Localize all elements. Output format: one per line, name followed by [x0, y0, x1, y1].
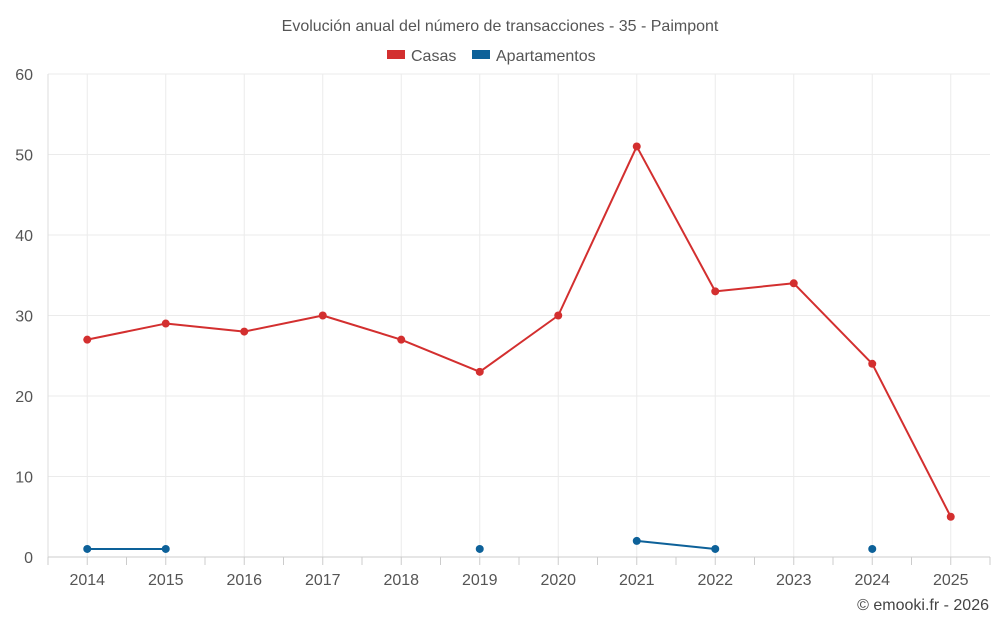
legend-item-apartamentos[interactable]: Apartamentos: [472, 48, 596, 65]
series-layer: [83, 142, 955, 553]
y-tick-label-10: 10: [15, 470, 33, 487]
point-casas-2021[interactable]: [632, 142, 641, 151]
point-apartamentos-2015[interactable]: [161, 544, 170, 553]
x-tick-label-2015: 2015: [148, 572, 184, 589]
point-casas-2020[interactable]: [554, 311, 563, 320]
point-casas-2022[interactable]: [711, 287, 720, 296]
grid: [48, 73, 990, 557]
legend-swatch-casas: [387, 50, 405, 59]
credit-text: © emooki.fr - 2026: [857, 597, 989, 614]
point-apartamentos-2024[interactable]: [868, 544, 877, 553]
point-casas-2018[interactable]: [397, 335, 406, 344]
point-casas-2015[interactable]: [161, 319, 170, 328]
x-tick-label-2023: 2023: [776, 572, 812, 589]
point-casas-2014[interactable]: [83, 335, 92, 344]
x-tick-label-2017: 2017: [305, 572, 341, 589]
x-tick-label-2018: 2018: [383, 572, 419, 589]
series-line-casas: [86, 145, 952, 518]
point-casas-2023[interactable]: [789, 279, 798, 288]
x-axis-ticks: 2014 2015 2016 2017 2018 2019 2020 2021 2022 2023…: [47, 557, 991, 589]
y-tick-label-40: 40: [15, 228, 33, 245]
chart-title: Evolución anual del número de transaccio…: [282, 18, 719, 35]
point-apartamentos-2022[interactable]: [711, 544, 720, 553]
point-casas-2019[interactable]: [475, 367, 484, 376]
point-casas-2016[interactable]: [240, 327, 249, 336]
series-line-apartamentos: [635, 539, 717, 550]
x-tick-label-2014: 2014: [69, 572, 105, 589]
y-axis-ticks: 0 10 20 30 40 50 60: [15, 67, 33, 567]
x-tick-label-2019: 2019: [462, 572, 498, 589]
y-tick-label-60: 60: [15, 67, 33, 84]
y-tick-label-0: 0: [24, 550, 33, 567]
point-apartamentos-2021[interactable]: [632, 536, 641, 545]
y-tick-label-30: 30: [15, 309, 33, 326]
x-tick-label-2016: 2016: [226, 572, 262, 589]
x-tick-label-2025: 2025: [933, 572, 969, 589]
point-casas-2025[interactable]: [946, 512, 955, 521]
x-tick-label-2024: 2024: [854, 572, 890, 589]
legend: Casas Apartamentos: [387, 48, 596, 65]
legend-item-casas[interactable]: Casas: [387, 48, 456, 65]
y-tick-label-50: 50: [15, 148, 33, 165]
legend-label-casas: Casas: [411, 48, 456, 65]
point-apartamentos-2019[interactable]: [475, 544, 484, 553]
legend-label-apartamentos: Apartamentos: [496, 48, 596, 65]
y-tick-label-20: 20: [15, 389, 33, 406]
x-tick-label-2022: 2022: [697, 572, 733, 589]
point-casas-2024[interactable]: [868, 359, 877, 368]
series-apartamentos: [83, 536, 877, 553]
x-tick-label-2021: 2021: [619, 572, 655, 589]
point-casas-2017[interactable]: [318, 311, 327, 320]
point-apartamentos-2014[interactable]: [83, 544, 92, 553]
x-tick-label-2020: 2020: [540, 572, 576, 589]
legend-swatch-apartamentos: [472, 50, 490, 59]
series-casas: [83, 142, 955, 521]
